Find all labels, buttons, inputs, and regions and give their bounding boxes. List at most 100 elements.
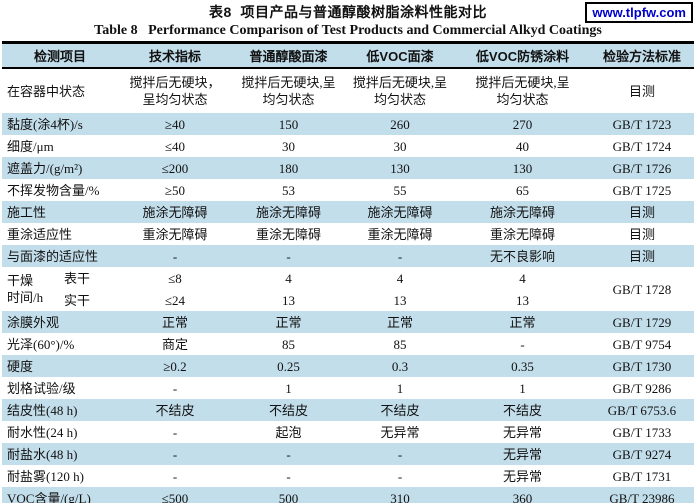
data-cell: 无异常 xyxy=(380,424,420,440)
data-cell: 13 xyxy=(516,292,529,308)
method-cell: GB/T 1725 xyxy=(612,182,672,198)
data-cell: 360 xyxy=(455,487,590,503)
table-row: 重涂适应性 重涂无障碍 重涂无障碍 重涂无障碍 重涂无障碍 目测 xyxy=(2,223,694,245)
header-cell: 检测项目 xyxy=(2,42,118,69)
header-cell: 检验方法标准 xyxy=(590,42,694,69)
method-cell: GB/T 23986 xyxy=(590,487,694,503)
row-label-cell: 结皮性(48 h) xyxy=(2,399,118,421)
data-cell: ≥40 xyxy=(118,113,232,135)
data-cell: 无异常 xyxy=(502,424,542,440)
table-title-zh: 表8 项目产品与普通醇酸树脂涂料性能对比 xyxy=(208,4,488,20)
row-label-cell: 硬度 xyxy=(2,355,118,377)
row-label-cell: 涂膜外观 xyxy=(2,311,118,333)
data-cell: ≥50 xyxy=(164,182,186,198)
method-cell: GB/T 1724 xyxy=(612,138,672,154)
data-cell: - xyxy=(397,468,403,484)
data-cell: 150 xyxy=(232,113,345,135)
table-row: 涂膜外观 正常 正常 正常 正常 GB/T 1729 xyxy=(2,311,694,333)
data-cell: 180 xyxy=(232,157,345,179)
data-cell: ≥0.2 xyxy=(118,355,232,377)
data-cell: 85 xyxy=(393,336,407,352)
data-cell: 500 xyxy=(232,487,345,503)
drying-label-line: 时间/h xyxy=(7,290,44,305)
method-cell: GB/T 1726 xyxy=(590,157,694,179)
header-cell: 低VOC防锈涂料 xyxy=(455,42,590,69)
data-cell: 正常 xyxy=(232,311,345,333)
data-cell: 搅拌后无硬块,呈 均匀状态 xyxy=(475,75,570,107)
data-cell: 30 xyxy=(282,138,295,154)
row-label-cell: 细度/μm xyxy=(7,138,54,154)
data-cell: - xyxy=(232,245,345,267)
method-cell: GB/T 9286 xyxy=(612,380,672,396)
data-cell: 无异常 xyxy=(502,468,542,484)
method-cell: GB/T 1730 xyxy=(590,355,694,377)
method-cell: 目测 xyxy=(590,201,694,223)
table-row: 干燥时间/h 表干实干 ≤8 4 4 4 GB/T 1728 xyxy=(2,267,694,308)
table-row: ≤24 13 13 13 xyxy=(2,289,694,311)
row-label-cell: 黏度(涂4杯)/s xyxy=(2,113,118,135)
row-label-cell: 耐盐雾(120 h) xyxy=(7,468,84,484)
table-row: 耐水性(24 h) - 起泡 无异常 无异常 GB/T 1733 xyxy=(2,421,694,443)
data-cell: ≤8 xyxy=(168,270,182,286)
data-cell: 搅拌后无硬块， 呈均匀状态 xyxy=(129,75,221,107)
table-row: 结皮性(48 h) 不结皮 不结皮 不结皮 不结皮 GB/T 6753.6 xyxy=(2,399,694,421)
table-row: 细度/μm ≤40 30 30 40 GB/T 1724 xyxy=(2,135,694,157)
header-cell: 普通醇酸面漆 xyxy=(232,42,345,69)
data-cell: 55 xyxy=(393,182,407,198)
row-label-cell: 耐盐水(48 h) xyxy=(2,443,118,465)
data-cell: 260 xyxy=(345,113,455,135)
data-cell: - xyxy=(118,443,232,465)
data-cell: 4 xyxy=(396,270,404,286)
drying-sub-label: 表干 xyxy=(64,270,91,286)
row-label-cell: 施工性 xyxy=(2,201,118,223)
data-cell: 13 xyxy=(282,292,295,308)
drying-label: 干燥时间/h xyxy=(2,272,54,306)
row-label-cell: VOC含量/(g/L) xyxy=(2,487,118,503)
data-cell: 1 xyxy=(285,380,292,396)
data-cell: ≤24 xyxy=(164,292,186,308)
method-cell: GB/T 1728 xyxy=(612,281,672,297)
data-cell: 正常 xyxy=(455,311,590,333)
data-cell: ≤500 xyxy=(118,487,232,503)
data-cell: - xyxy=(286,468,291,484)
drying-sub-label: 实干 xyxy=(64,292,91,308)
method-cell: GB/T 9754 xyxy=(612,336,672,352)
table-header: 检测项目 技术指标 普通醇酸面漆 低VOC面漆 低VOC防锈涂料 检验方法标准 xyxy=(2,42,694,69)
row-label-cell: 与面漆的适应性 xyxy=(2,245,118,267)
watermark-link[interactable]: www.tlpfw.com xyxy=(585,2,693,23)
data-cell: 310 xyxy=(345,487,455,503)
data-cell: 85 xyxy=(282,336,295,352)
data-cell: 正常 xyxy=(345,311,455,333)
data-cell: 4 xyxy=(285,270,292,286)
data-cell: - xyxy=(345,245,455,267)
data-cell: 重涂无障碍 xyxy=(367,226,433,242)
data-cell: - xyxy=(172,424,178,440)
table-row: 施工性 施涂无障碍 施涂无障碍 施涂无障碍 施涂无障碍 目测 xyxy=(2,201,694,223)
row-label-cell: 不挥发物含量/% xyxy=(7,182,100,198)
data-cell: 不结皮 xyxy=(118,399,232,421)
data-cell: - xyxy=(345,443,455,465)
row-label-cell: 遮盖力/(g/m²) xyxy=(2,157,118,179)
data-cell: 130 xyxy=(345,157,455,179)
data-cell: 不结皮 xyxy=(345,399,455,421)
data-cell: 270 xyxy=(455,113,590,135)
data-cell: 13 xyxy=(393,292,407,308)
data-cell: 无异常 xyxy=(455,443,590,465)
data-cell: 4 xyxy=(519,270,526,286)
method-cell: GB/T 1729 xyxy=(590,311,694,333)
method-cell: 目测 xyxy=(590,245,694,267)
data-cell: 搅拌后无硬块,呈 均匀状态 xyxy=(241,75,336,107)
table-row: 在容器中状态 搅拌后无硬块， 呈均匀状态 搅拌后无硬块,呈 均匀状态 搅拌后无硬块,呈… xyxy=(2,68,694,113)
data-cell: 0.25 xyxy=(232,355,345,377)
table-row: 光泽(60°)/% 商定 85 85 - GB/T 9754 xyxy=(2,333,694,355)
drying-label-line: 干燥 xyxy=(7,273,34,288)
header-cell: 低VOC面漆 xyxy=(345,42,455,69)
data-cell: 施涂无障碍 xyxy=(455,201,590,223)
table-row: 与面漆的适应性 - - - 无不良影响 目测 xyxy=(2,245,694,267)
header-row: 检测项目 技术指标 普通醇酸面漆 低VOC面漆 低VOC防锈涂料 检验方法标准 xyxy=(2,42,694,69)
drying-grid: 干燥时间/h 表干实干 xyxy=(2,267,118,311)
data-cell: 53 xyxy=(282,182,295,198)
data-cell: 重涂无障碍 xyxy=(142,226,208,242)
table-row: 黏度(涂4杯)/s ≥40 150 260 270 GB/T 1723 xyxy=(2,113,694,135)
